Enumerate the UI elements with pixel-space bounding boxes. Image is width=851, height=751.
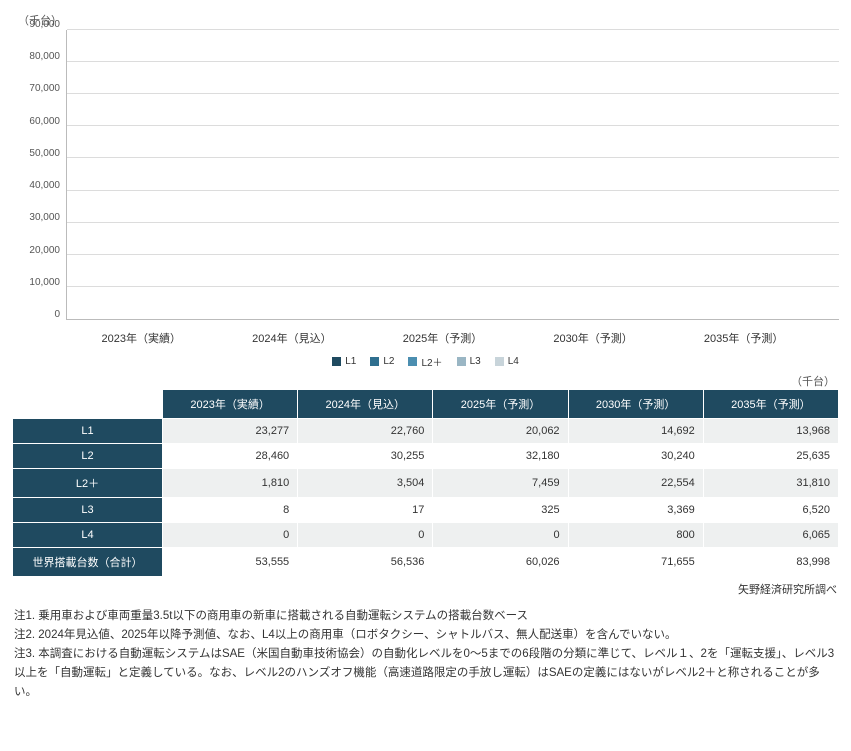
table-cell: 6,065: [703, 523, 838, 548]
table-cell: 8: [163, 498, 298, 523]
table-cell: 3,504: [298, 469, 433, 498]
table-row: 世界搭載台数（合計）53,55556,53660,02671,65583,998: [13, 548, 839, 577]
table-cell: 325: [433, 498, 568, 523]
table-cell: 17: [298, 498, 433, 523]
table-row: L40008006,065: [13, 523, 839, 548]
table-column-header: 2035年（予測）: [703, 390, 838, 419]
table-row-header: L3: [13, 498, 163, 523]
legend-item: L2＋: [408, 354, 442, 369]
table-cell: 53,555: [163, 548, 298, 577]
table-cell: 30,255: [298, 444, 433, 469]
x-tick-label: 2024年（見込）: [247, 330, 337, 346]
x-tick-label: 2023年（実績）: [96, 330, 186, 346]
table-cell: 3,369: [568, 498, 703, 523]
legend-label: L2: [383, 356, 394, 367]
bars-container: [67, 30, 839, 319]
footnote-line: 注3. 本調査における自動運転システムはSAE（米国自動車技術協会）の自動化レベ…: [14, 645, 837, 702]
grid-line: [67, 286, 839, 287]
legend-item: L4: [495, 354, 519, 369]
stacked-bar-chart: （千台） 90,00080,00070,00060,00050,00040,00…: [12, 12, 839, 373]
table-cell: 0: [163, 523, 298, 548]
grid-line: [67, 190, 839, 191]
legend-swatch: [457, 357, 466, 366]
table-row-header: L2＋: [13, 469, 163, 498]
legend-swatch: [370, 357, 379, 366]
table-cell: 32,180: [433, 444, 568, 469]
table-row-header: L1: [13, 419, 163, 444]
table-cell: 1,810: [163, 469, 298, 498]
table-column-header: 2024年（見込）: [298, 390, 433, 419]
table-row: L123,27722,76020,06214,69213,968: [13, 419, 839, 444]
legend-item: L2: [370, 354, 394, 369]
x-tick-label: 2035年（予測）: [699, 330, 789, 346]
table-corner-cell: [13, 390, 163, 419]
legend-swatch: [332, 357, 341, 366]
data-table: 2023年（実績）2024年（見込）2025年（予測）2030年（予測）2035…: [12, 389, 839, 577]
table-cell: 22,554: [568, 469, 703, 498]
table-cell: 22,760: [298, 419, 433, 444]
table-cell: 25,635: [703, 444, 838, 469]
y-axis-unit: （千台）: [18, 12, 839, 28]
chart-area: 90,00080,00070,00060,00050,00040,00030,0…: [12, 30, 839, 320]
table-body: L123,27722,76020,06214,69213,968L228,460…: [13, 419, 839, 577]
table-cell: 30,240: [568, 444, 703, 469]
table-cell: 71,655: [568, 548, 703, 577]
table-column-header: 2025年（予測）: [433, 390, 568, 419]
table-column-header: 2023年（実績）: [163, 390, 298, 419]
table-cell: 31,810: [703, 469, 838, 498]
footnotes: 注1. 乗用車および車両重量3.5t以下の商用車の新車に搭載される自動運転システ…: [12, 607, 839, 702]
x-tick-label: 2025年（予測）: [397, 330, 487, 346]
table-cell: 14,692: [568, 419, 703, 444]
table-cell: 28,460: [163, 444, 298, 469]
grid-line: [67, 61, 839, 62]
legend-swatch: [495, 357, 504, 366]
legend-label: L1: [345, 356, 356, 367]
table-cell: 800: [568, 523, 703, 548]
grid-line: [67, 254, 839, 255]
grid-line: [67, 157, 839, 158]
table-unit: （千台）: [12, 373, 839, 389]
legend-swatch: [408, 357, 417, 366]
legend-label: L2＋: [421, 354, 442, 369]
plot-area: [66, 30, 839, 320]
x-axis-labels: 2023年（実績） 2024年（見込） 2025年（予測） 2030年（予測） 2035…: [12, 324, 839, 346]
table-row-header: L2: [13, 444, 163, 469]
footnote-line: 注1. 乗用車および車両重量3.5t以下の商用車の新車に搭載される自動運転システ…: [14, 607, 837, 626]
table-cell: 7,459: [433, 469, 568, 498]
legend-label: L3: [470, 356, 481, 367]
grid-line: [67, 222, 839, 223]
table-cell: 56,536: [298, 548, 433, 577]
legend-item: L1: [332, 354, 356, 369]
table-row-header: L4: [13, 523, 163, 548]
footnote-line: 注2. 2024年見込値、2025年以降予測値、なお、L4以上の商用車（ロボタク…: [14, 626, 837, 645]
x-tick-label: 2030年（予測）: [548, 330, 638, 346]
table-cell: 6,520: [703, 498, 838, 523]
grid-line: [67, 93, 839, 94]
table-row: L38173253,3696,520: [13, 498, 839, 523]
table-cell: 20,062: [433, 419, 568, 444]
chart-legend: L1 L2 L2＋ L3 L4: [12, 346, 839, 373]
table-cell: 23,277: [163, 419, 298, 444]
table-row: L228,46030,25532,18030,24025,635: [13, 444, 839, 469]
table-cell: 60,026: [433, 548, 568, 577]
table-column-header: 2030年（予測）: [568, 390, 703, 419]
table-row: L2＋1,8103,5047,45922,55431,810: [13, 469, 839, 498]
grid-line: [67, 29, 839, 30]
grid-line: [67, 125, 839, 126]
table-row-header: 世界搭載台数（合計）: [13, 548, 163, 577]
table-header-row: 2023年（実績）2024年（見込）2025年（予測）2030年（予測）2035…: [13, 390, 839, 419]
source-attribution: 矢野経済研究所調べ: [12, 577, 839, 607]
table-cell: 13,968: [703, 419, 838, 444]
table-cell: 83,998: [703, 548, 838, 577]
legend-item: L3: [457, 354, 481, 369]
legend-label: L4: [508, 356, 519, 367]
y-axis: 90,00080,00070,00060,00050,00040,00030,0…: [12, 30, 66, 320]
table-cell: 0: [433, 523, 568, 548]
table-cell: 0: [298, 523, 433, 548]
